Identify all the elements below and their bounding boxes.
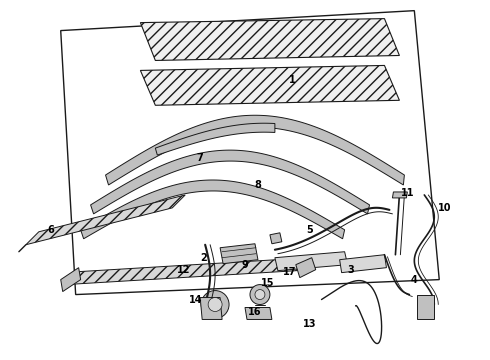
- Polygon shape: [26, 195, 185, 245]
- Polygon shape: [270, 233, 282, 244]
- Text: 13: 13: [303, 319, 317, 329]
- Text: 12: 12: [176, 265, 190, 275]
- Text: 9: 9: [242, 260, 248, 270]
- Polygon shape: [340, 255, 387, 273]
- Circle shape: [208, 298, 222, 311]
- Polygon shape: [155, 123, 275, 155]
- Text: 10: 10: [438, 203, 451, 213]
- Text: 6: 6: [48, 225, 54, 235]
- Text: 8: 8: [254, 180, 261, 190]
- Polygon shape: [105, 115, 404, 185]
- Text: 1: 1: [289, 75, 295, 85]
- Text: 16: 16: [248, 307, 262, 318]
- Circle shape: [255, 289, 265, 300]
- Polygon shape: [61, 268, 81, 292]
- Circle shape: [250, 285, 270, 305]
- Polygon shape: [220, 244, 258, 264]
- Polygon shape: [275, 252, 347, 271]
- Polygon shape: [296, 258, 316, 278]
- Text: 5: 5: [306, 225, 313, 235]
- Polygon shape: [245, 307, 272, 319]
- Text: 2: 2: [200, 253, 207, 263]
- Polygon shape: [141, 19, 399, 60]
- Polygon shape: [141, 66, 399, 105]
- Polygon shape: [392, 192, 407, 198]
- Text: 4: 4: [411, 275, 417, 285]
- Polygon shape: [66, 258, 310, 285]
- Polygon shape: [91, 150, 369, 214]
- Text: 7: 7: [197, 153, 203, 163]
- Text: 3: 3: [347, 265, 354, 275]
- Circle shape: [201, 291, 229, 319]
- Polygon shape: [61, 11, 439, 294]
- Polygon shape: [200, 298, 222, 319]
- Text: 17: 17: [283, 267, 296, 276]
- Text: 11: 11: [401, 188, 414, 198]
- Polygon shape: [417, 294, 434, 319]
- Text: 14: 14: [189, 294, 202, 305]
- Polygon shape: [81, 180, 344, 239]
- Text: 15: 15: [261, 278, 275, 288]
